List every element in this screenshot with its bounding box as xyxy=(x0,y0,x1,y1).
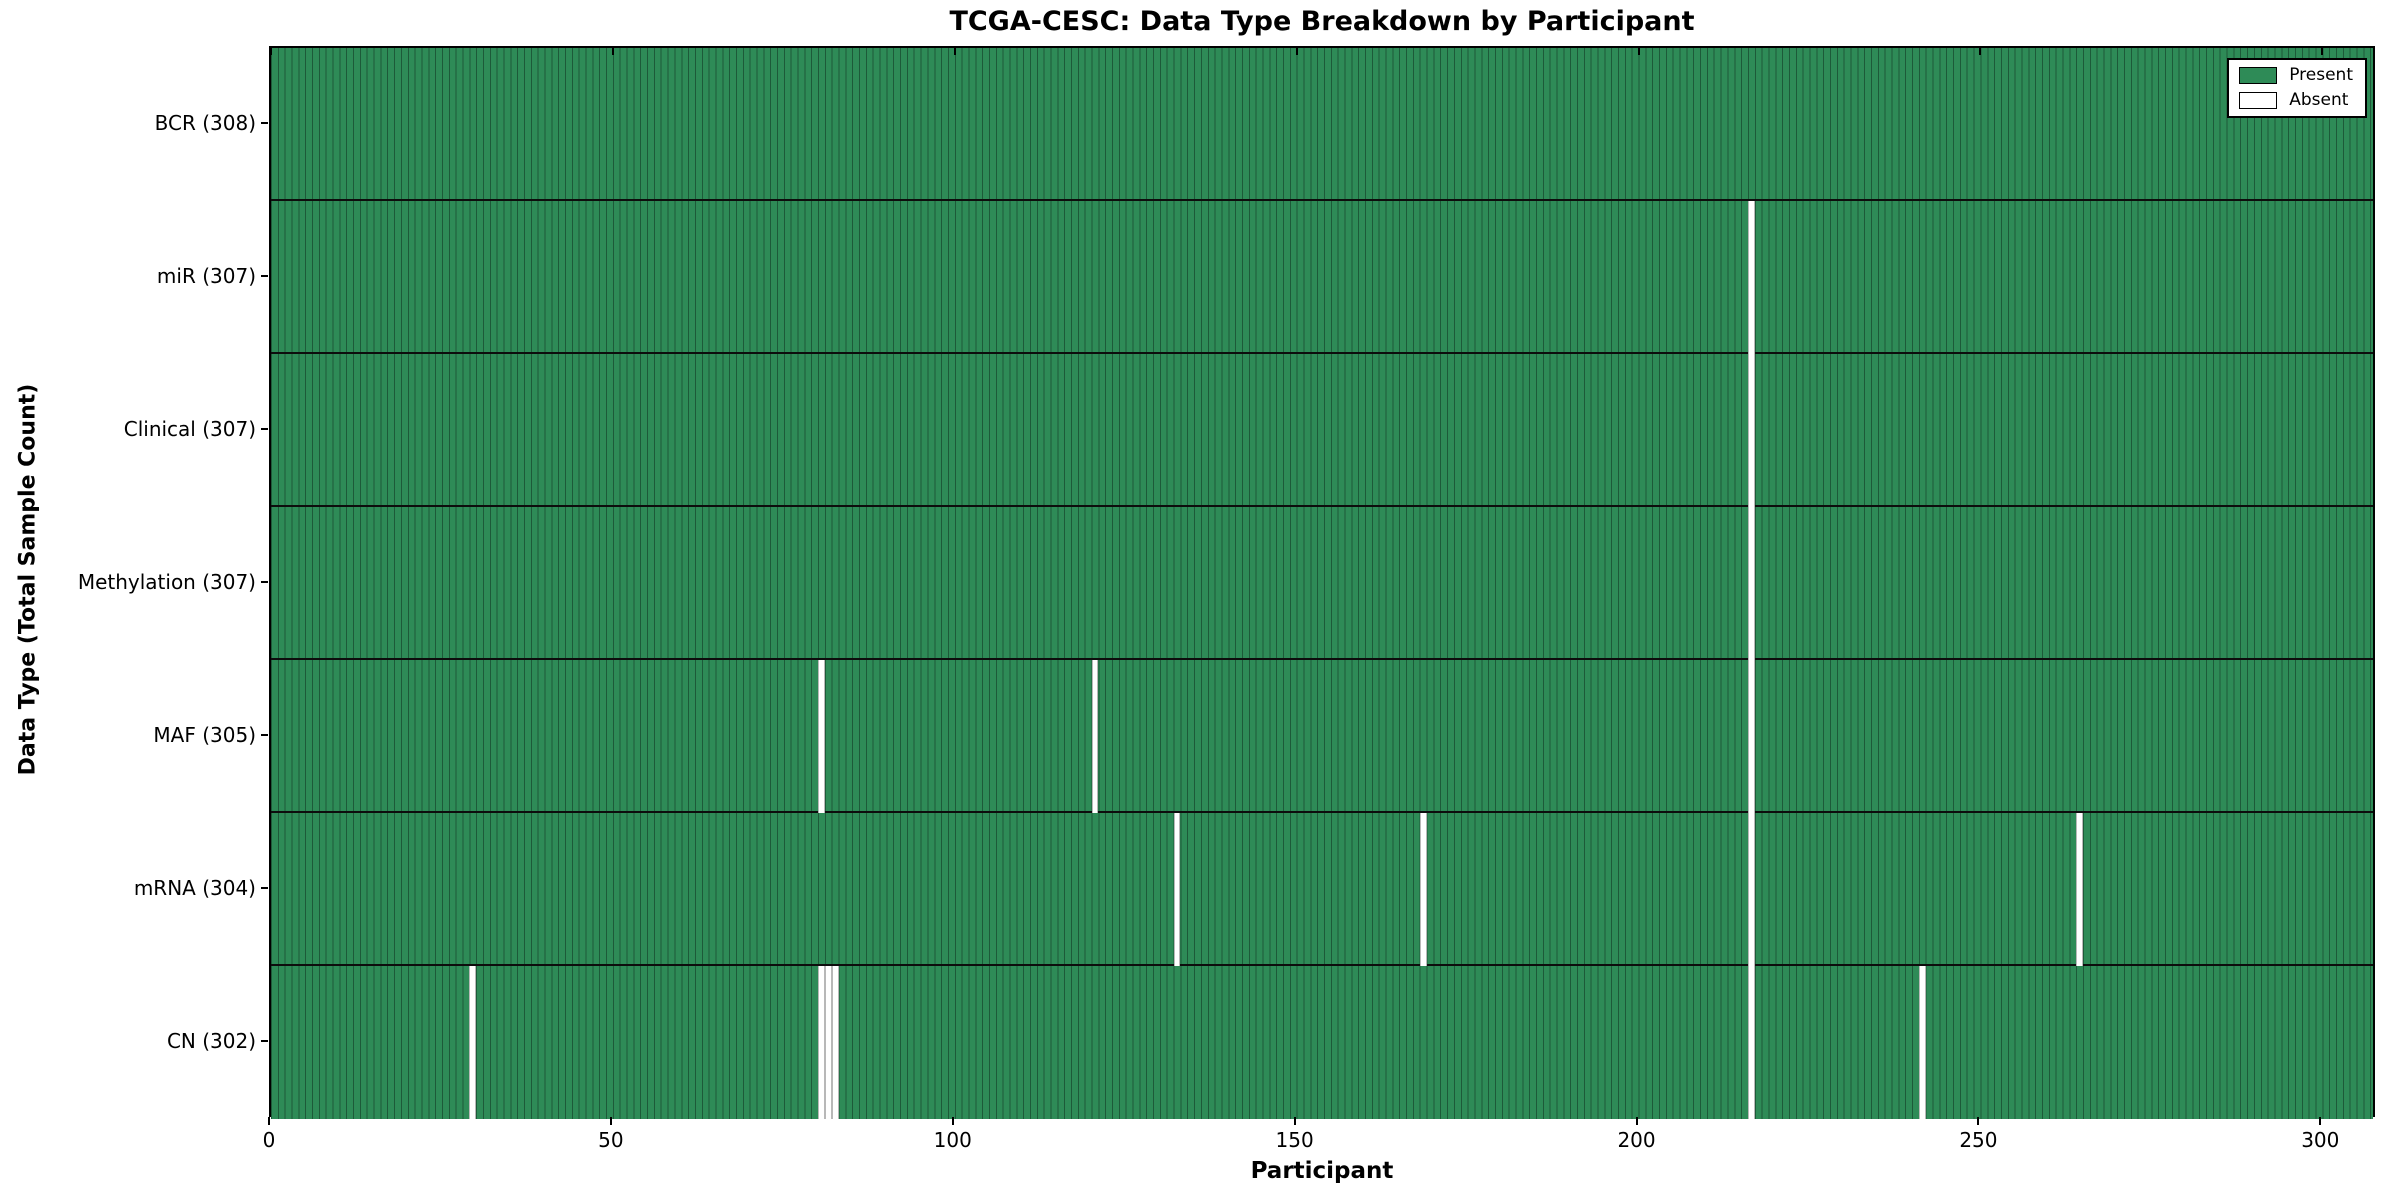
y-tick-mark xyxy=(261,274,268,277)
legend-swatch-absent xyxy=(2239,92,2278,109)
x-tick-mark xyxy=(609,1117,612,1125)
x-tick-label-50: 50 xyxy=(598,1128,624,1152)
y-tick-label-Methylation: Methylation (307) xyxy=(77,569,256,594)
x-tick-mark-top xyxy=(953,48,956,55)
absent-marker xyxy=(1747,813,1755,966)
x-tick-mark xyxy=(1293,1117,1296,1125)
y-tick-label-mRNA: mRNA (304) xyxy=(133,875,256,900)
y-tick-label-Clinical: Clinical (307) xyxy=(123,416,256,441)
presence-matrix xyxy=(271,48,2373,1119)
data-row-MAF xyxy=(271,660,2373,813)
y-tick-mark xyxy=(261,121,268,124)
x-tick-mark-top xyxy=(2321,48,2324,55)
absent-marker xyxy=(818,966,825,1119)
x-tick-mark xyxy=(1635,1117,1638,1125)
x-tick-label-100: 100 xyxy=(933,1128,972,1152)
x-tick-label-300: 300 xyxy=(2301,1128,2340,1152)
legend-item-present: Present xyxy=(2239,67,2353,84)
x-tick-mark-top xyxy=(611,48,614,55)
absent-marker xyxy=(1747,966,1755,1119)
x-tick-mark-top xyxy=(270,48,272,55)
data-row-miR xyxy=(271,201,2373,354)
legend-item-absent: Absent xyxy=(2239,92,2353,109)
y-tick-mark xyxy=(261,427,268,430)
x-tick-mark xyxy=(1977,1117,1980,1125)
x-tick-mark-top xyxy=(1979,48,1982,55)
y-tick-label-miR: miR (307) xyxy=(156,263,256,288)
chart-title: TCGA-CESC: Data Type Breakdown by Partic… xyxy=(949,6,1695,37)
absent-marker xyxy=(831,966,839,1119)
x-tick-label-200: 200 xyxy=(1617,1128,1656,1152)
x-axis-label: Participant xyxy=(1250,1158,1394,1184)
absent-marker xyxy=(1747,354,1755,507)
data-row-Methylation xyxy=(271,507,2373,660)
absent-marker xyxy=(1419,813,1427,966)
x-tick-label-250: 250 xyxy=(1959,1128,1998,1152)
absent-marker xyxy=(1747,507,1755,660)
data-row-BCR xyxy=(271,48,2373,201)
data-row-CN xyxy=(271,966,2373,1119)
legend: Present Absent xyxy=(2227,58,2367,118)
y-tick-mark xyxy=(261,886,268,889)
absent-marker xyxy=(818,660,825,813)
x-tick-label-150: 150 xyxy=(1275,1128,1314,1152)
absent-marker xyxy=(1747,660,1755,813)
x-tick-mark-top xyxy=(1295,48,1298,55)
legend-swatch-present xyxy=(2239,67,2278,84)
x-tick-mark xyxy=(268,1117,270,1125)
absent-marker xyxy=(1091,660,1099,813)
absent-marker xyxy=(469,966,477,1119)
x-tick-mark xyxy=(2319,1117,2322,1125)
legend-label-present: Present xyxy=(2289,65,2353,85)
y-tick-mark xyxy=(261,580,268,583)
absent-marker xyxy=(1747,201,1755,354)
x-tick-mark-top xyxy=(1637,48,1640,55)
absent-marker xyxy=(1918,966,1926,1119)
y-tick-label-CN: CN (302) xyxy=(166,1028,256,1053)
absent-marker xyxy=(2076,813,2083,966)
x-tick-label-0: 0 xyxy=(262,1128,276,1152)
legend-label-absent: Absent xyxy=(2289,90,2349,110)
absent-marker xyxy=(1173,813,1181,966)
plot-area: Present Absent xyxy=(269,46,2375,1119)
x-tick-mark xyxy=(951,1117,954,1125)
y-tick-label-MAF: MAF (305) xyxy=(153,722,256,747)
y-tick-mark xyxy=(261,733,268,736)
data-row-Clinical xyxy=(271,354,2373,507)
data-row-mRNA xyxy=(271,813,2373,966)
y-tick-mark xyxy=(261,1039,268,1042)
y-tick-label-BCR: BCR (308) xyxy=(154,110,256,135)
absent-marker xyxy=(824,966,832,1119)
